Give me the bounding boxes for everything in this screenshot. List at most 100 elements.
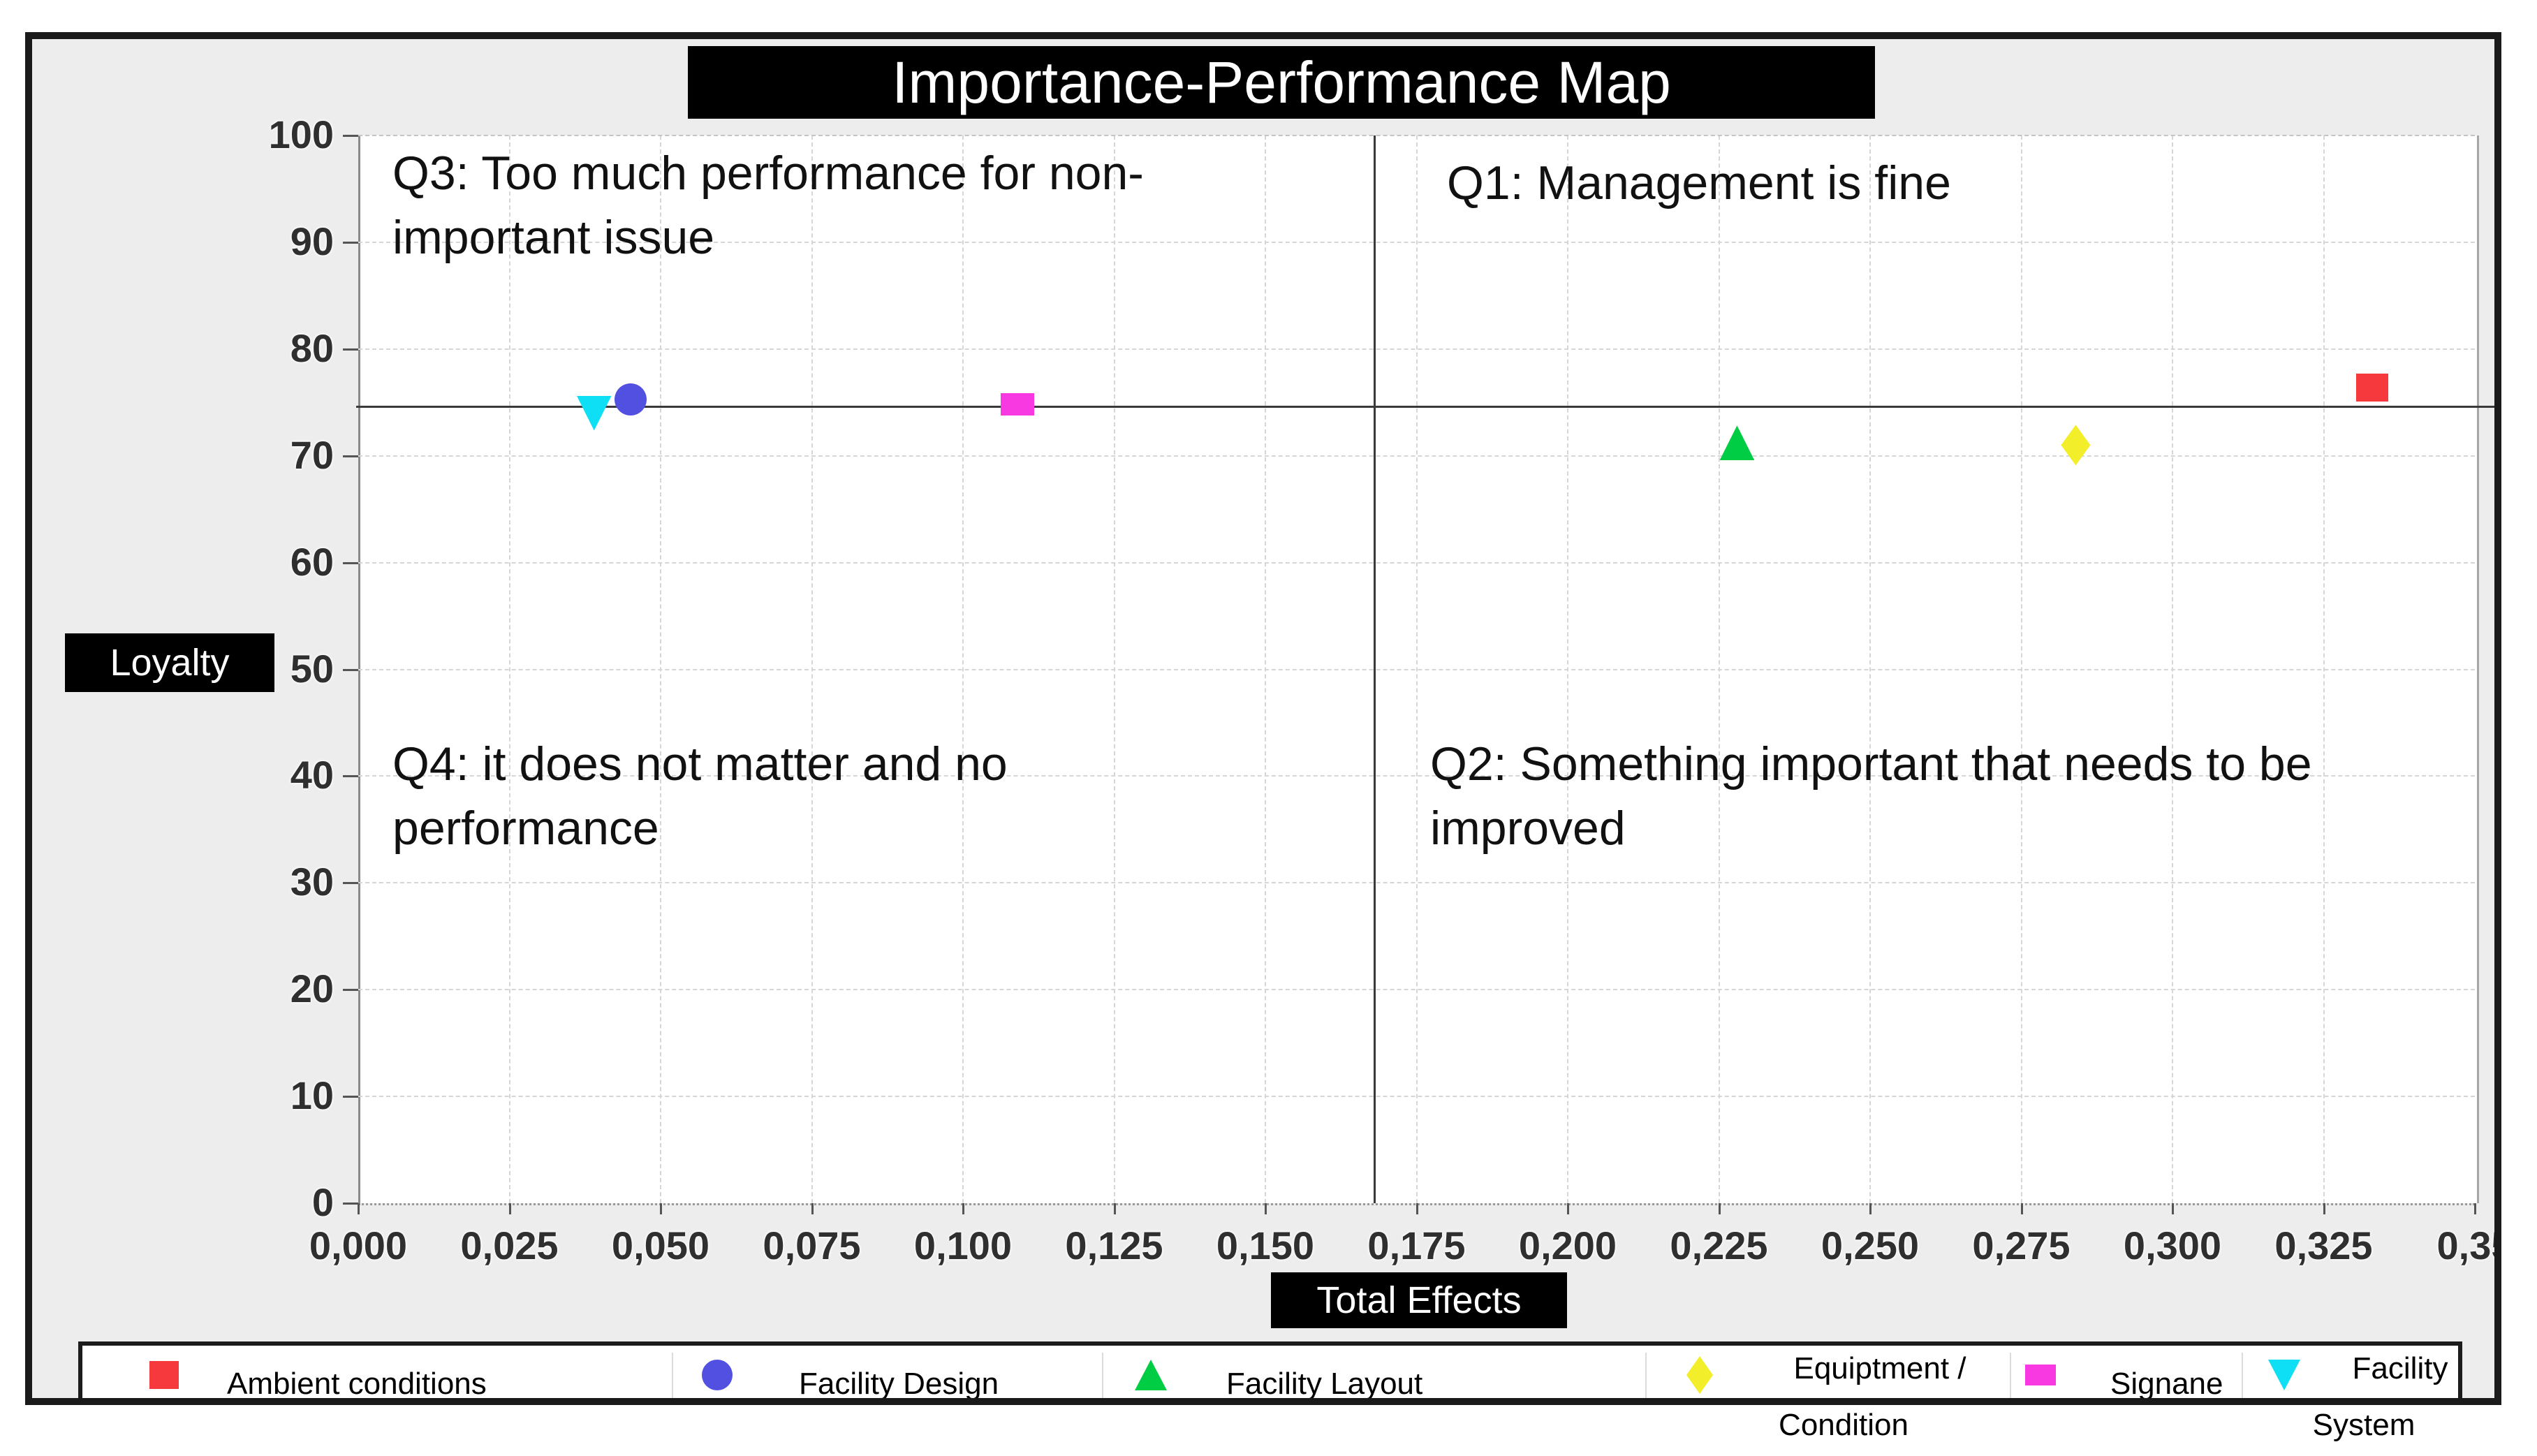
quadrant-label-q1: Q1: Management is fine (1447, 151, 1951, 215)
x-tick-label: 0,150 (1216, 1223, 1315, 1267)
x-axis-label-box: Total Effects (1271, 1272, 1567, 1328)
legend-marker-circle (702, 1360, 733, 1390)
y-tick-label: 20 (290, 966, 334, 1011)
y-tick-label: 50 (290, 646, 334, 691)
y-tick (343, 989, 358, 992)
x-tick (2323, 1203, 2325, 1214)
quadrant-q4-line1: Q4: it does not matter and no (392, 737, 1008, 790)
quadrant-q1-line1: Q1: Management is fine (1447, 156, 1951, 209)
x-tick (811, 1203, 814, 1214)
y-tick-label: 60 (290, 539, 334, 584)
quadrant-q4-line2: performance (392, 802, 659, 855)
x-tick-label: 0,025 (460, 1223, 559, 1267)
y-tick-label: 80 (290, 325, 334, 370)
y-gridline (358, 668, 2475, 670)
x-tick (660, 1203, 662, 1214)
x-tick-label: 0,050 (611, 1223, 710, 1267)
x-tick-label: 0,125 (1065, 1223, 1163, 1267)
legend-marker-flat-square (2025, 1365, 2056, 1385)
legend-label-line2: Condition (1779, 1408, 1909, 1442)
data-point-signane (1000, 393, 1034, 416)
quadrant-q2-line1: Q2: Something important that needs to be (1430, 737, 2312, 790)
quadrant-q2-line2: improved (1430, 802, 1626, 855)
y-tick (343, 348, 358, 351)
y-tick (343, 775, 358, 778)
legend-separator (2010, 1353, 2011, 1398)
data-point-facility-design (614, 383, 647, 416)
x-tick-label: 0,000 (309, 1223, 408, 1267)
chart-title: Importance-Performance Map (892, 50, 1671, 115)
x-tick (1415, 1203, 1418, 1214)
legend: Ambient conditions Facility Design Facilit… (78, 1341, 2462, 1401)
chart-title-box: Importance-Performance Map (688, 46, 1875, 119)
y-tick-label: 90 (290, 219, 334, 263)
y-gridline (358, 135, 2475, 136)
x-tick-label: 0,100 (913, 1223, 1013, 1267)
y-tick (343, 1096, 358, 1098)
y-gridline (358, 348, 2475, 350)
vertical-reference-line (1373, 135, 1376, 1203)
y-gridline (358, 241, 2475, 243)
y-tick-label: 30 (290, 860, 334, 904)
x-tick-label: 0,225 (1670, 1223, 1768, 1267)
x-tick-label: 0,325 (2274, 1223, 2373, 1267)
x-tick (1567, 1203, 1569, 1214)
y-gridline (358, 1096, 2475, 1098)
legend-label-line1: Facility (2352, 1351, 2448, 1385)
x-tick-label: 0,250 (1821, 1223, 1920, 1267)
y-gridline (358, 775, 2475, 777)
legend-marker-square (149, 1361, 179, 1389)
x-tick (358, 1203, 360, 1214)
quadrant-label-q4: Q4: it does not matter and no performanc… (392, 732, 1008, 860)
y-gridline (358, 561, 2475, 564)
legend-separator (672, 1353, 673, 1398)
y-gridline (358, 989, 2475, 991)
y-gridline (358, 882, 2475, 884)
legend-marker-triangle-down (2268, 1360, 2300, 1390)
x-tick (962, 1203, 964, 1214)
x-tick-label: 0,200 (1518, 1223, 1617, 1267)
legend-marker-triangle-up (1135, 1360, 1167, 1390)
x-tick (1265, 1203, 1267, 1214)
quadrant-label-q3: Q3: Too much performance for non- import… (392, 141, 1144, 270)
quadrant-q3-line1: Q3: Too much performance for non- (392, 147, 1144, 200)
y-tick-label: 40 (290, 753, 334, 797)
y-tick (343, 1203, 358, 1205)
y-tick-label: 10 (290, 1073, 334, 1118)
x-tick-label: 0,300 (2123, 1223, 2222, 1267)
legend-label: Facility Design (799, 1367, 999, 1401)
chart-frame: Importance-Performance Map Q3: Too much … (25, 32, 2501, 1405)
y-tick-label: 100 (268, 112, 334, 156)
legend-marker-diamond (1686, 1356, 1713, 1394)
x-tick (1718, 1203, 1721, 1214)
x-tick (1113, 1203, 1116, 1214)
legend-label: Ambient conditions (227, 1367, 487, 1401)
legend-separator (1645, 1353, 1647, 1398)
legend-label-line2: System (2312, 1408, 2415, 1442)
y-tick (343, 135, 358, 137)
legend-separator (1102, 1353, 1103, 1398)
x-tick (2474, 1203, 2476, 1214)
quadrant-q3-line2: important issue (392, 211, 715, 264)
legend-label-line1: Equiptment / (1793, 1351, 1966, 1385)
data-point-ambient-conditions (2355, 373, 2388, 402)
y-tick-label: 0 (311, 1180, 334, 1224)
horizontal-reference-line (356, 406, 2494, 409)
x-tick (1869, 1203, 1872, 1214)
y-axis-label-box: Loyalty (65, 633, 274, 692)
x-tick-label: 0,275 (1972, 1223, 2071, 1267)
x-tick-label: 0,075 (763, 1223, 861, 1267)
x-axis-label: Total Effects (1316, 1279, 1522, 1321)
quadrant-label-q2: Q2: Something important that needs to be… (1430, 732, 2312, 860)
legend-separator (2242, 1353, 2243, 1398)
y-tick (343, 241, 358, 244)
x-tick (2020, 1203, 2023, 1214)
y-axis-label: Loyalty (110, 642, 230, 684)
legend-label: Facility Layout (1226, 1367, 1423, 1401)
y-gridline (358, 455, 2475, 457)
y-tick-label: 70 (290, 432, 334, 477)
legend-label: Signane (2110, 1367, 2223, 1401)
x-tick-label: 0,175 (1367, 1223, 1466, 1267)
x-tick-label: 0,35 (2436, 1223, 2495, 1267)
